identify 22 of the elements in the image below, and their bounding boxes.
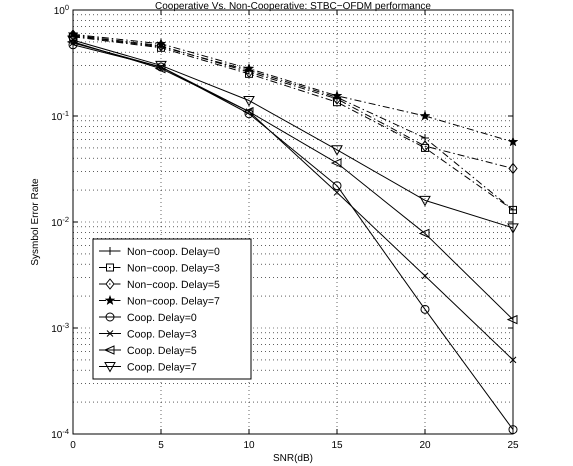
legend-label: Coop. Delay=5 [127,345,197,357]
legend-label: Non−coop. Delay=3 [127,262,220,274]
legend-label: Non−coop. Delay=0 [127,246,220,258]
x-tick-label: 15 [331,440,343,451]
x-tick-label: 20 [419,440,431,451]
y-tick-label: 10$^{-3}$ [51,320,69,335]
legend-label: Coop. Delay=7 [127,362,197,374]
y-tick-label: 10$^{-2}$ [51,214,69,229]
x-tick-label: 0 [70,440,76,451]
legend-label: Coop. Delay=3 [127,328,197,340]
x-axis-title: SNR(dB) [272,453,314,464]
x-tick-label: 10 [243,440,255,451]
x-tick-label: 25 [507,440,519,451]
x-tick-label: 5 [158,440,164,451]
y-tick-label: 10$^{-4}$ [51,426,69,441]
legend-label: Non−coop. Delay=7 [127,296,220,308]
chart-title: Cooperative Vs. Non-Cooperative: STBC−OFDM performance [155,1,432,12]
legend-label: Coop. Delay=0 [127,312,197,324]
y-tick-label: 10$^{-1}$ [51,108,69,123]
y-tick-label: 10$^{0}$ [54,2,69,17]
legend-label: Non−coop. Delay=5 [127,279,220,291]
y-axis-title: Sysmbol Error Rate [30,178,41,266]
